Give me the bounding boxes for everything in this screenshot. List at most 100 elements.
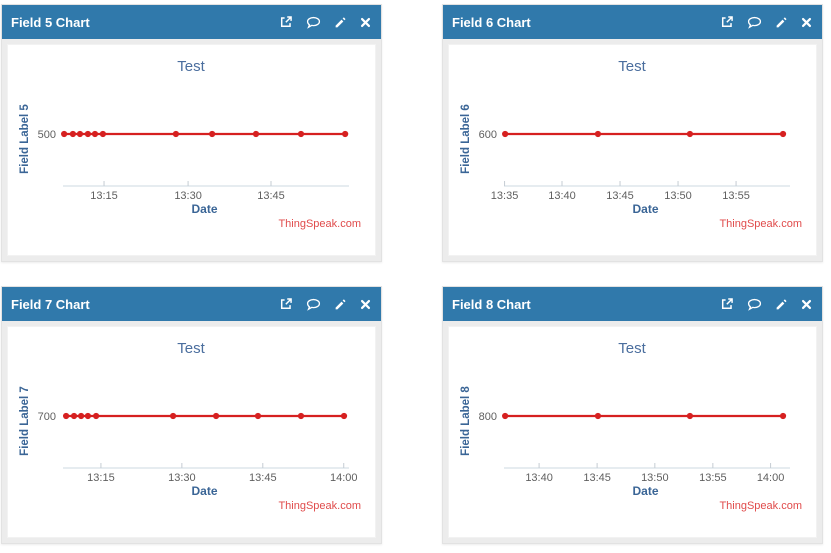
data-point <box>61 130 68 138</box>
panel-title: Field 6 Chart <box>452 14 531 30</box>
data-point <box>99 130 107 138</box>
edit-icon[interactable] <box>775 16 788 29</box>
x-tick-label: 13:55 <box>722 190 750 202</box>
data-point <box>78 412 85 420</box>
panel-header: Field 5 Chart <box>2 5 381 39</box>
panel-field7-chart: Field 7 Chart Test Field Label 7 700 13:15 1… <box>1 286 382 544</box>
thingspeak-watermark: ThingSpeak.com <box>719 218 802 230</box>
panel-header: Field 7 Chart <box>2 287 381 321</box>
thingspeak-watermark: ThingSpeak.com <box>719 500 802 512</box>
panel-body: Test Field Label 8 800 13:40 13:45 13:50 13:55… <box>443 321 822 543</box>
chart-container: Test Field Label 7 700 13:15 13:30 13:45 14:00… <box>7 326 376 538</box>
panel-field8-chart: Field 8 Chart Test Field Label 8 800 13:40 1… <box>442 286 823 544</box>
chart-title: Test <box>177 58 205 75</box>
close-icon[interactable] <box>360 299 371 310</box>
x-axis-title: Date <box>191 484 217 498</box>
y-tick-label: 800 <box>479 411 497 423</box>
data-point <box>779 412 787 420</box>
y-axis-title: Field Label 8 <box>460 386 472 456</box>
x-tick-label: 13:50 <box>664 190 692 202</box>
x-tick-label: 13:15 <box>87 472 115 484</box>
x-tick-label: 13:45 <box>249 472 277 484</box>
x-axis-title: Date <box>191 202 217 216</box>
field5-line-chart: Test Field Label 5 500 13:15 13:30 13:45 Date T… <box>19 58 361 230</box>
edit-icon[interactable] <box>334 298 347 311</box>
thingspeak-watermark: ThingSpeak.com <box>278 500 361 512</box>
panel-header-actions <box>279 15 371 30</box>
data-point <box>63 412 70 420</box>
panel-header: Field 8 Chart <box>443 287 822 321</box>
data-point <box>172 130 180 138</box>
x-tick-label: 13:15 <box>90 190 118 202</box>
external-link-icon[interactable] <box>720 15 734 29</box>
panel-body: Test Field Label 7 700 13:15 13:30 13:45 14:00… <box>2 321 381 543</box>
comment-icon[interactable] <box>747 15 762 30</box>
panel-body: Test Field Label 5 500 13:15 13:30 13:45 Date T… <box>2 39 381 261</box>
close-icon[interactable] <box>801 17 812 28</box>
comment-icon[interactable] <box>306 15 321 30</box>
data-point <box>93 412 100 420</box>
thingspeak-watermark: ThingSpeak.com <box>278 218 361 230</box>
data-point <box>91 130 99 138</box>
x-tick-label: 13:45 <box>583 472 611 484</box>
x-tick-label: 13:55 <box>699 472 727 484</box>
x-tick-label: 13:40 <box>525 472 553 484</box>
external-link-icon[interactable] <box>279 297 293 311</box>
panel-title: Field 7 Chart <box>11 296 90 312</box>
field7-line-chart: Test Field Label 7 700 13:15 13:30 13:45 14:00… <box>19 340 361 512</box>
edit-icon[interactable] <box>334 16 347 29</box>
edit-icon[interactable] <box>775 298 788 311</box>
panel-field6-chart: Field 6 Chart Test Field Label 6 600 13:35 1… <box>442 4 823 262</box>
comment-icon[interactable] <box>747 297 762 312</box>
data-point <box>252 130 260 138</box>
x-tick-label: 13:35 <box>491 190 519 202</box>
data-point <box>594 130 602 138</box>
data-point <box>779 130 787 138</box>
x-tick-label: 13:50 <box>641 472 669 484</box>
data-point <box>84 130 92 138</box>
panel-title: Field 5 Chart <box>11 14 90 30</box>
data-point <box>686 412 694 420</box>
y-axis-title: Field Label 6 <box>460 104 472 174</box>
data-point <box>70 412 78 420</box>
panel-title: Field 8 Chart <box>452 296 531 312</box>
y-axis-title: Field Label 5 <box>19 104 31 174</box>
data-point <box>686 130 694 138</box>
external-link-icon[interactable] <box>279 15 293 29</box>
data-point <box>84 412 92 420</box>
data-point <box>297 412 305 420</box>
data-point <box>594 412 602 420</box>
y-tick-label: 700 <box>38 411 56 423</box>
data-point <box>76 130 84 138</box>
y-tick-label: 600 <box>479 129 497 141</box>
data-point <box>69 130 77 138</box>
chart-container: Test Field Label 6 600 13:35 13:40 13:45 13:50… <box>448 44 817 256</box>
data-point <box>342 130 349 138</box>
field8-line-chart: Test Field Label 8 800 13:40 13:45 13:50 13:55… <box>460 340 802 512</box>
panel-header: Field 6 Chart <box>443 5 822 39</box>
data-point <box>169 412 177 420</box>
close-icon[interactable] <box>360 17 371 28</box>
x-tick-label: 13:30 <box>168 472 196 484</box>
panel-header-actions <box>279 297 371 312</box>
x-tick-label: 13:40 <box>548 190 576 202</box>
data-point <box>213 412 220 420</box>
data-point <box>254 412 262 420</box>
chart-container: Test Field Label 5 500 13:15 13:30 13:45 Date T… <box>7 44 376 256</box>
data-point <box>209 130 216 138</box>
data-point <box>340 412 348 420</box>
data-point <box>502 412 509 420</box>
x-tick-label: 13:30 <box>174 190 202 202</box>
x-tick-label: 13:45 <box>606 190 634 202</box>
x-axis-title: Date <box>632 202 658 216</box>
panel-header-actions <box>720 297 812 312</box>
panel-body: Test Field Label 6 600 13:35 13:40 13:45 13:50… <box>443 39 822 261</box>
x-tick-label: 14:00 <box>330 472 358 484</box>
comment-icon[interactable] <box>306 297 321 312</box>
external-link-icon[interactable] <box>720 297 734 311</box>
panel-header-actions <box>720 15 812 30</box>
close-icon[interactable] <box>801 299 812 310</box>
data-point <box>502 130 509 138</box>
y-axis-title: Field Label 7 <box>19 386 31 456</box>
